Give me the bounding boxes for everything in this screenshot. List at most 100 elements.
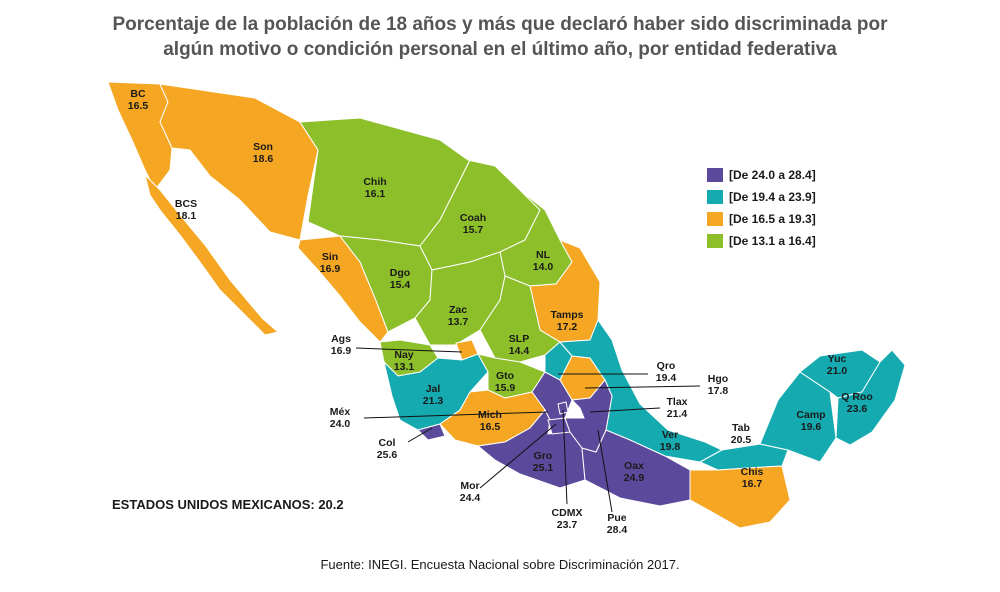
state-region-ver — [558, 318, 724, 463]
state-abbr-col: Col — [379, 437, 396, 449]
state-value-bcs: 18.1 — [176, 210, 197, 222]
state-value-slp: 14.4 — [509, 345, 530, 357]
state-abbr-tab: Tab — [732, 422, 750, 434]
state-region-col — [417, 423, 446, 441]
state-value-son: 18.6 — [253, 153, 274, 165]
state-value-mor: 24.4 — [460, 492, 481, 504]
state-region-cdmx — [557, 401, 569, 415]
state-value-chih: 16.1 — [365, 188, 386, 200]
state-value-qro: 19.4 — [656, 372, 677, 384]
state-abbr-oax: Oax — [624, 460, 644, 472]
state-value-qroo: 23.6 — [847, 403, 868, 415]
state-abbr-cdmx: CDMX — [552, 507, 583, 519]
state-value-oax: 24.9 — [624, 472, 645, 484]
leader-line-cdmx — [562, 409, 568, 505]
map-title: Porcentaje de la población de 18 años y … — [40, 12, 960, 62]
leader-line-col — [407, 427, 433, 443]
state-labels: BC16.5Son18.6BCS18.1Chih16.1Coah15.7Sin1… — [128, 88, 873, 536]
state-abbr-tamps: Tamps — [550, 309, 583, 321]
legend-label: [De 16.5 a 19.3] — [729, 212, 816, 226]
leader-line-tlax — [589, 407, 661, 413]
national-total: ESTADOS UNIDOS MEXICANOS: 20.2 — [112, 497, 344, 512]
state-value-coah: 15.7 — [463, 224, 484, 236]
legend-label: [De 19.4 a 23.9] — [729, 190, 816, 204]
state-value-chis: 16.7 — [742, 478, 763, 490]
state-region-camp — [759, 371, 837, 463]
state-abbr-camp: Camp — [796, 409, 825, 421]
state-abbr-dgo: Dgo — [390, 267, 410, 279]
legend-label: [De 13.1 a 16.4] — [729, 234, 816, 248]
state-abbr-nl: NL — [536, 249, 551, 261]
state-abbr-mor: Mor — [460, 480, 479, 492]
state-region-jal — [383, 353, 489, 431]
state-regions — [107, 81, 906, 529]
legend-swatch — [707, 234, 723, 248]
leader-line-ags — [355, 347, 463, 353]
state-value-mich: 16.5 — [480, 421, 501, 433]
state-value-pue: 28.4 — [607, 524, 628, 536]
state-value-tamps: 17.2 — [557, 321, 578, 333]
state-value-gto: 15.9 — [495, 382, 516, 394]
leader-line-pue — [597, 429, 613, 513]
source-note: Fuente: INEGI. Encuesta Nacional sobre D… — [320, 557, 680, 572]
state-value-cdmx: 23.7 — [557, 519, 578, 531]
state-abbr-zac: Zac — [449, 304, 467, 316]
leader-line-mor — [479, 423, 557, 489]
state-abbr-gro: Gro — [534, 450, 553, 462]
state-value-col: 25.6 — [377, 449, 398, 461]
map-legend: [De 24.0 a 28.4] [De 19.4 a 23.9] [De 16… — [707, 164, 816, 252]
state-abbr-jal: Jal — [426, 383, 441, 395]
state-region-bcs — [144, 173, 280, 336]
leader-line-hgo — [584, 385, 701, 389]
title-line-2: algún motivo o condición personal en el … — [163, 39, 837, 60]
state-value-zac: 13.7 — [448, 316, 469, 328]
state-value-dgo: 15.4 — [390, 279, 411, 291]
state-abbr-yuc: Yuc — [828, 353, 847, 365]
state-value-ags: 16.9 — [331, 345, 352, 357]
legend-item: [De 13.1 a 16.4] — [707, 230, 816, 252]
state-region-qroo — [835, 349, 906, 446]
state-value-gro: 25.1 — [533, 462, 554, 474]
leader-line-mex — [363, 411, 549, 419]
legend-item: [De 24.0 a 28.4] — [707, 164, 816, 186]
state-value-tab: 20.5 — [731, 434, 752, 446]
title-line-1: Porcentaje de la población de 18 años y … — [112, 14, 888, 35]
state-value-mex: 24.0 — [330, 418, 351, 430]
state-value-nay: 13.1 — [394, 361, 415, 373]
legend-label: [De 24.0 a 28.4] — [729, 168, 816, 182]
legend-item: [De 19.4 a 23.9] — [707, 186, 816, 208]
state-abbr-bc: BC — [130, 88, 146, 100]
state-abbr-chih: Chih — [363, 176, 386, 188]
leader-lines — [355, 347, 701, 513]
state-abbr-tlax: Tlax — [666, 396, 687, 408]
state-value-bc: 16.5 — [128, 100, 149, 112]
state-abbr-hgo: Hgo — [708, 373, 728, 385]
legend-swatch — [707, 168, 723, 182]
state-abbr-gto: Gto — [496, 370, 514, 382]
state-abbr-slp: SLP — [509, 333, 529, 345]
state-abbr-bcs: BCS — [175, 198, 197, 210]
state-value-ver: 19.8 — [660, 441, 681, 453]
state-value-sin: 16.9 — [320, 263, 341, 275]
state-abbr-qro: Qro — [657, 360, 676, 372]
state-abbr-ver: Ver — [662, 429, 678, 441]
state-abbr-chis: Chis — [741, 466, 764, 478]
state-value-nl: 14.0 — [533, 261, 554, 273]
state-abbr-mich: Mich — [478, 409, 502, 421]
state-value-tlax: 21.4 — [667, 408, 688, 420]
state-region-pue — [564, 379, 613, 453]
legend-swatch — [707, 190, 723, 204]
state-abbr-ags: Ags — [331, 333, 351, 345]
state-value-hgo: 17.8 — [708, 385, 729, 397]
state-value-camp: 19.6 — [801, 421, 822, 433]
state-region-chis — [689, 465, 791, 529]
state-abbr-coah: Coah — [460, 212, 486, 224]
legend-swatch — [707, 212, 723, 226]
state-abbr-sin: Sin — [322, 251, 338, 263]
state-abbr-pue: Pue — [607, 512, 626, 524]
state-abbr-nay: Nay — [394, 349, 413, 361]
state-region-slp — [479, 275, 561, 363]
state-abbr-qroo: Q Roo — [841, 391, 873, 403]
state-abbr-son: Son — [253, 141, 273, 153]
